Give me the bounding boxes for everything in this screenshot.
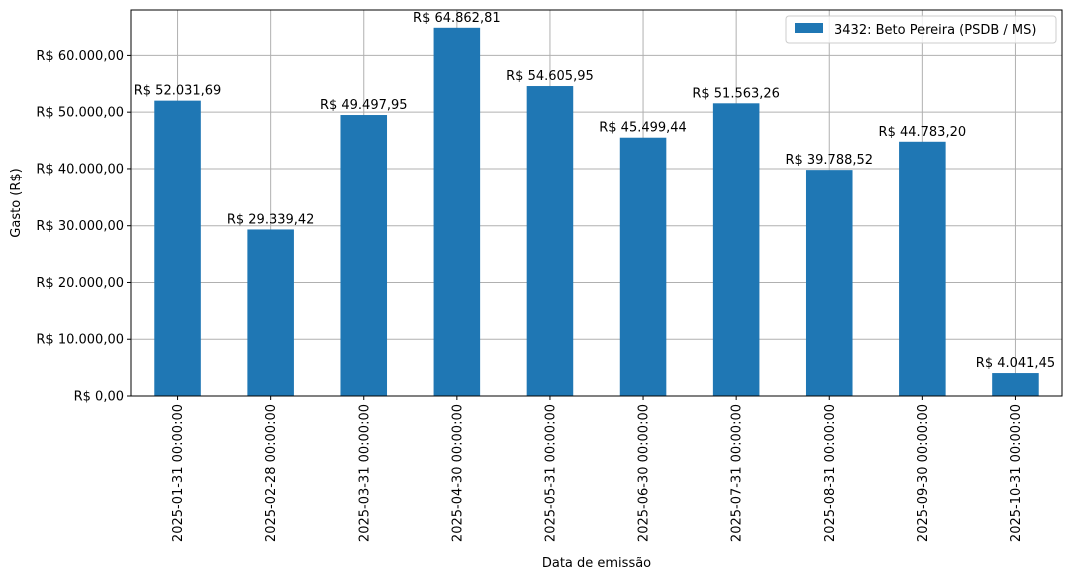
- x-tick-label: 2025-05-31 00:00:00: [543, 404, 558, 542]
- x-tick-label: 2025-08-31 00:00:00: [823, 404, 838, 542]
- bar-value-label: R$ 52.031,69: [134, 84, 222, 99]
- bar-value-label: R$ 54.605,95: [506, 69, 594, 84]
- x-tick-label: 2025-07-31 00:00:00: [730, 404, 745, 542]
- legend-swatch: [795, 23, 823, 33]
- data-labels: R$ 52.031,69 R$ 29.339,42 R$ 49.497,95 R$ 6…: [134, 11, 1055, 371]
- x-tick-label: 2025-10-31 00:00:00: [1009, 404, 1024, 542]
- y-tick-label: R$ 40.000,00: [36, 162, 124, 177]
- bar-value-label: R$ 49.497,95: [320, 98, 408, 113]
- bar-value-label: R$ 45.499,44: [599, 121, 687, 136]
- bar-value-label: R$ 39.788,52: [785, 153, 873, 168]
- y-tick-label: R$ 0,00: [74, 390, 124, 405]
- x-tick-label: 2025-02-28 00:00:00: [264, 404, 279, 542]
- plot-frame: [130, 9, 1063, 397]
- y-tick-label: R$ 30.000,00: [36, 219, 124, 234]
- bar: [712, 103, 760, 396]
- bar-value-label: R$ 4.041,45: [976, 356, 1055, 371]
- bar: [805, 170, 853, 396]
- bar-value-label: R$ 51.563,26: [692, 86, 780, 101]
- bar: [526, 86, 574, 396]
- x-axis-ticks: 2025-01-31 00:00:00 2025-02-28 00:00:00 20…: [171, 396, 1024, 542]
- x-tick-label: 2025-01-31 00:00:00: [171, 404, 186, 542]
- legend: 3432: Beto Pereira (PSDB / MS): [785, 15, 1057, 44]
- bar: [247, 229, 294, 396]
- legend-box: [785, 15, 1057, 44]
- y-tick-label: R$ 10.000,00: [36, 333, 124, 348]
- y-tick-label: R$ 20.000,00: [36, 276, 124, 291]
- bar: [992, 373, 1039, 396]
- bar: [433, 27, 481, 396]
- x-tick-label: 2025-09-30 00:00:00: [916, 404, 931, 542]
- bar: [340, 115, 388, 397]
- y-tick-label: R$ 50.000,00: [36, 106, 124, 121]
- y-axis-ticks: R$ 0,00 R$ 10.000,00 R$ 20.000,00 R$ 30.000…: [36, 49, 131, 405]
- bar-value-label: R$ 64.862,81: [413, 11, 501, 26]
- bars: [154, 27, 1039, 397]
- x-tick-label: 2025-03-31 00:00:00: [357, 404, 372, 542]
- x-axis-title: Data de emissão: [542, 556, 651, 571]
- x-tick-label: 2025-04-30 00:00:00: [450, 404, 465, 542]
- bar: [899, 141, 946, 396]
- legend-entry-label: 3432: Beto Pereira (PSDB / MS): [834, 23, 1036, 38]
- bar-value-label: R$ 44.783,20: [879, 125, 967, 140]
- y-tick-label: R$ 60.000,00: [36, 49, 124, 64]
- bar-value-label: R$ 29.339,42: [227, 212, 315, 227]
- bar: [154, 100, 201, 396]
- bar: [619, 137, 667, 397]
- x-tick-label: 2025-06-30 00:00:00: [637, 404, 652, 542]
- y-axis-title: Gasto (R$): [9, 168, 24, 237]
